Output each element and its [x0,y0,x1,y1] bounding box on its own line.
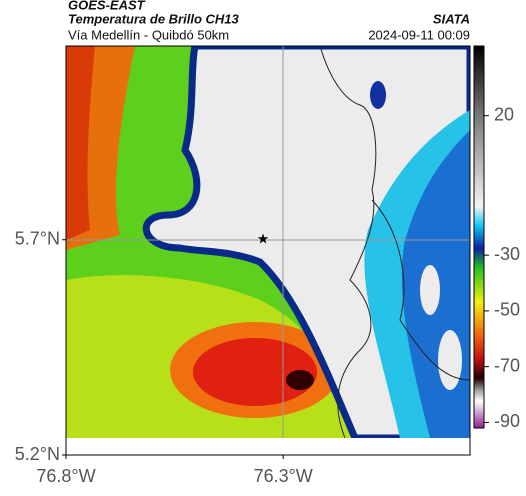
subtitle: Temperatura de Brillo CH13 [68,11,240,26]
x-tick-label: 76.3°W [254,466,313,486]
colorbar-tick-label: -50 [494,300,520,320]
satellite-image: ★ [66,46,470,438]
title: GOES-EAST [68,0,146,12]
colorbar-tick-label: -90 [494,411,520,431]
colorbar-tick-label: 20 [494,104,514,124]
source: SIATA [433,11,470,26]
colorbar-tick-label: -70 [494,355,520,375]
colorbar [473,45,485,429]
y-tick-label: 5.2°N [15,444,60,464]
timestamp: 2024-09-11 00:09 [368,27,470,42]
x-tick-label: 76.8°W [36,466,95,486]
route: Vía Medellín - Quibdó 50km [68,27,229,42]
map-frame [65,45,471,456]
location-marker: ★ [257,231,270,247]
colorbar-tick-label: -30 [494,244,520,264]
y-tick-label: 5.7°N [15,228,60,248]
